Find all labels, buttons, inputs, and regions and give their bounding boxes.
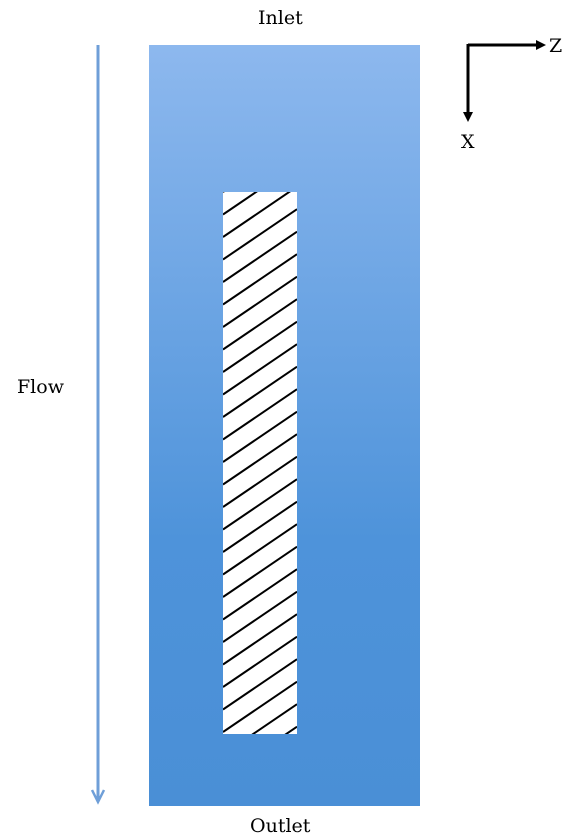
hatched-insert — [223, 192, 297, 734]
axis-x-label: X — [461, 131, 475, 153]
hatch-line — [251, 703, 297, 734]
insert-body — [223, 192, 297, 734]
hatch-line — [223, 208, 297, 261]
hatch-line — [223, 455, 297, 508]
axis-x-arrowhead — [463, 112, 473, 122]
hatch-line — [223, 680, 297, 733]
hatch-line — [223, 500, 297, 553]
axis-z-label: Z — [549, 35, 563, 57]
hatch-line — [223, 230, 297, 283]
hatch-line — [223, 613, 297, 666]
flow-arrow-head — [90, 789, 106, 805]
hatch-line — [223, 192, 258, 216]
hatch-line — [223, 298, 297, 351]
hatch-line — [223, 658, 297, 711]
hatch-lines — [223, 192, 297, 734]
hatch-line — [223, 410, 297, 463]
flow-label: Flow — [17, 376, 64, 398]
hatch-line — [223, 545, 297, 598]
hatch-line — [223, 192, 291, 238]
outlet-label: Outlet — [250, 815, 311, 837]
hatch-line — [223, 365, 297, 418]
hatch-line — [223, 523, 297, 576]
hatch-line — [223, 635, 297, 688]
hatch-line — [223, 320, 297, 373]
coordinate-axes — [463, 40, 546, 122]
hatch-line — [223, 343, 297, 396]
hatch-line — [223, 275, 297, 328]
hatch-line — [223, 433, 297, 486]
hatch-line — [223, 253, 297, 306]
axis-z-arrowhead — [536, 40, 546, 50]
inlet-label: Inlet — [258, 7, 303, 29]
hatch-line — [223, 590, 297, 643]
flow-arrow — [90, 45, 106, 805]
hatch-line — [223, 568, 297, 621]
hatch-line — [223, 388, 297, 441]
hatch-line — [223, 478, 297, 531]
